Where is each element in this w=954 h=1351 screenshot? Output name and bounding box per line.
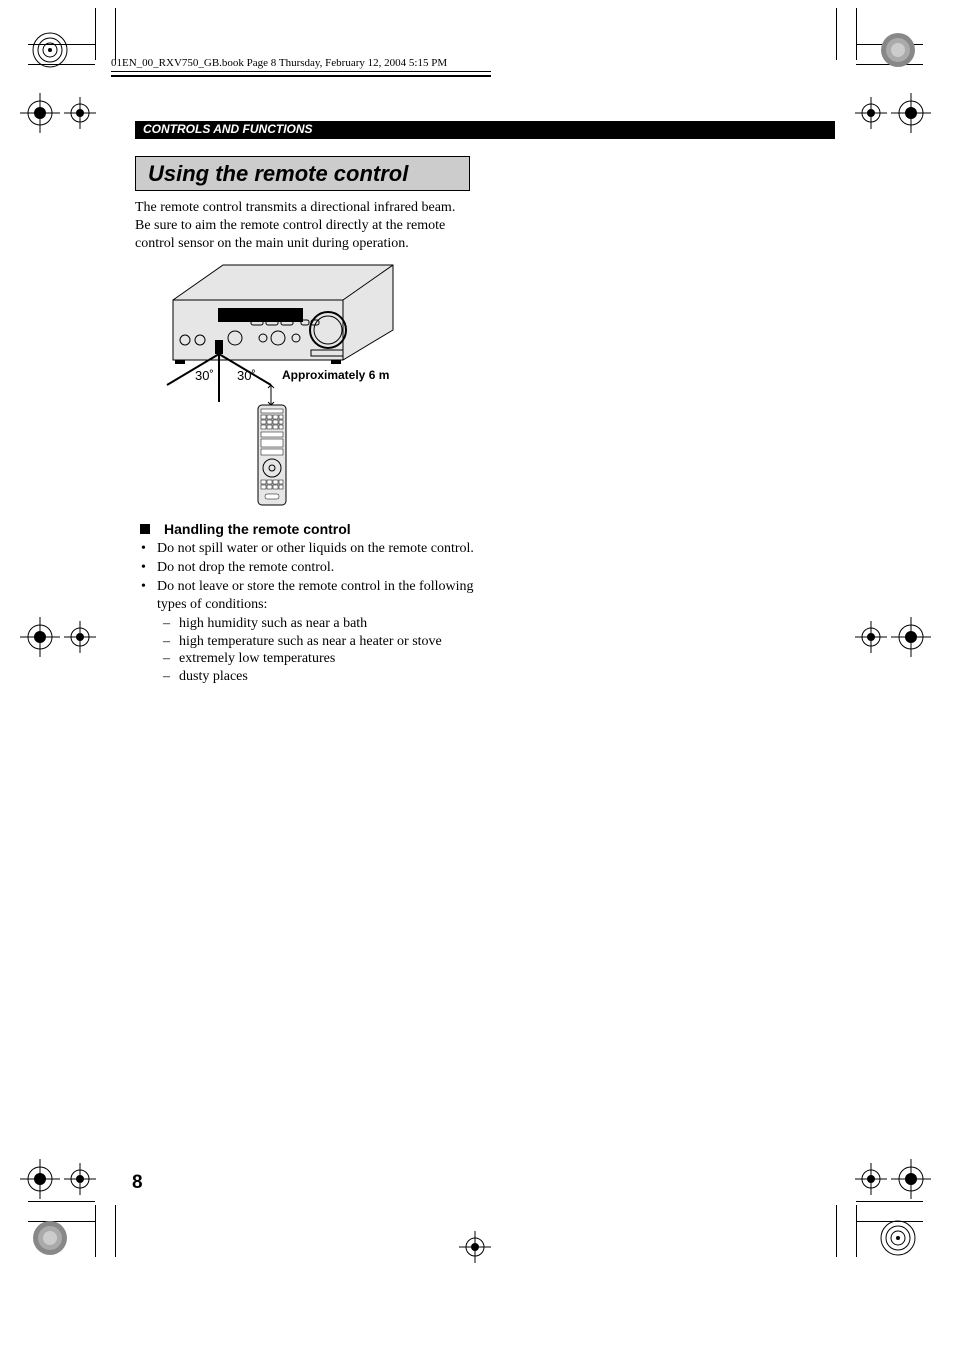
crop-line <box>28 1201 95 1202</box>
section-label: CONTROLS AND FUNCTIONS <box>143 122 313 136</box>
crop-line <box>95 8 96 60</box>
bullet-item: Do not leave or store the remote control… <box>157 579 473 612</box>
corner-disc-icon <box>880 1220 916 1256</box>
sublist-item: high temperature such as near a heater o… <box>179 634 442 649</box>
bullet-item: Do not spill water or other liquids on t… <box>157 541 474 556</box>
bullet-list: Do not spill water or other liquids on t… <box>135 540 475 687</box>
header-text: 01EN_00_RXV750_GB.book Page 8 Thursday, … <box>111 57 447 69</box>
crop-line <box>95 1205 96 1257</box>
reg-mark-icon <box>60 1159 100 1199</box>
crop-line <box>856 8 857 60</box>
subheading-text: Handling the remote control <box>164 521 351 537</box>
reg-mark-icon <box>851 617 891 657</box>
crop-line <box>115 8 116 60</box>
square-bullet-icon <box>140 524 150 534</box>
reg-mark-icon <box>455 1227 495 1267</box>
crop-line <box>836 1205 837 1257</box>
crop-line <box>856 1201 923 1202</box>
reg-mark-icon <box>851 93 891 133</box>
reg-mark-icon <box>851 1159 891 1199</box>
crop-line <box>115 1205 116 1257</box>
corner-disc-icon <box>880 32 916 68</box>
sublist-item: extremely low temperatures <box>179 651 335 666</box>
reg-mark-icon <box>891 93 931 133</box>
remote-diagram <box>163 260 443 515</box>
reg-mark-icon <box>60 93 100 133</box>
sublist-item: high humidity such as near a bath <box>179 616 367 631</box>
angle-left-label: 30˚ <box>195 368 214 383</box>
corner-disc-icon <box>32 32 68 68</box>
corner-disc-icon <box>32 1220 68 1256</box>
reg-mark-icon <box>891 1159 931 1199</box>
reg-mark-icon <box>60 617 100 657</box>
reg-mark-icon <box>20 1159 60 1199</box>
title-box: Using the remote control <box>135 156 470 191</box>
crop-line <box>856 1205 857 1257</box>
distance-label: Approximately 6 m <box>282 368 389 382</box>
angle-right-label: 30˚ <box>237 368 256 383</box>
page-title: Using the remote control <box>148 161 408 187</box>
reg-mark-icon <box>20 93 60 133</box>
bullet-item: Do not drop the remote control. <box>157 560 334 575</box>
subheading: Handling the remote control <box>140 521 351 537</box>
page-number: 8 <box>132 1172 143 1194</box>
reg-mark-icon <box>20 617 60 657</box>
sublist-item: dusty places <box>179 669 248 684</box>
reg-mark-icon <box>891 617 931 657</box>
intro-paragraph: The remote control transmits a direction… <box>135 199 465 254</box>
crop-line <box>836 8 837 60</box>
document-header: 01EN_00_RXV750_GB.book Page 8 Thursday, … <box>111 57 491 77</box>
